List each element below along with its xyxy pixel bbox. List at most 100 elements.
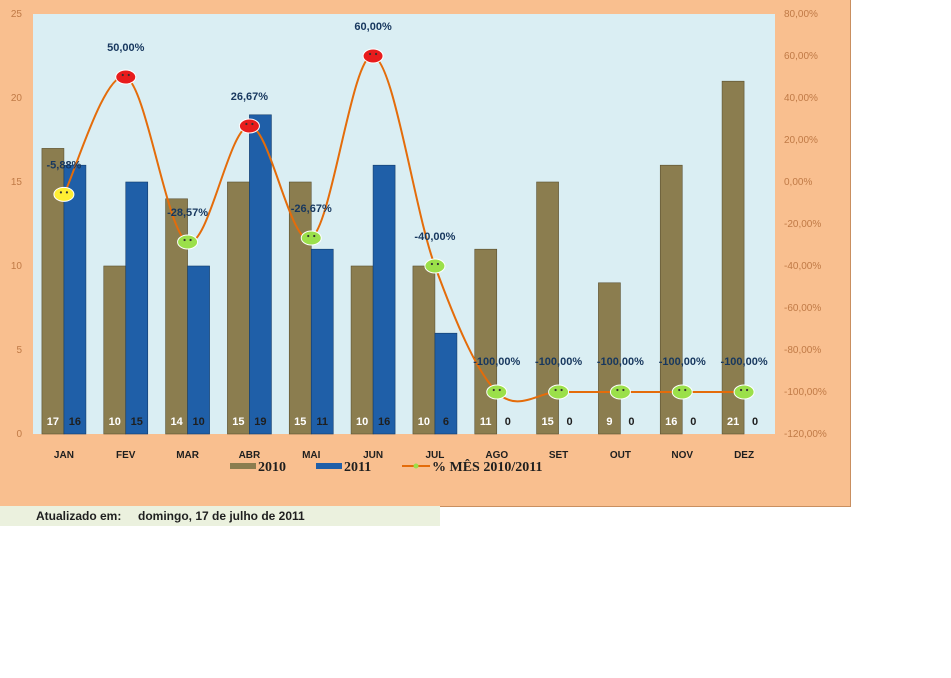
category-label: MAR	[176, 450, 200, 461]
percent-label: -100,00%	[597, 356, 644, 368]
bar-value-2011: 16	[378, 416, 390, 428]
bar-2010	[659, 164, 683, 435]
bar-value-2010: 10	[356, 416, 368, 428]
marker-face	[609, 384, 631, 400]
percent-label: -40,00%	[414, 231, 455, 243]
bar-value-2011: 0	[567, 416, 573, 428]
bar-value-2010: 15	[232, 416, 244, 428]
marker-face	[53, 186, 75, 202]
left-tick-label: 20	[11, 93, 23, 104]
bar-value-2010: 10	[418, 416, 430, 428]
category-label: SET	[549, 450, 568, 461]
legend-label: % MÊS 2010/2011	[432, 458, 542, 475]
bar-value-2011: 0	[752, 416, 758, 428]
percent-label: -26,67%	[291, 203, 332, 215]
right-tick-label: -60,00%	[784, 303, 821, 314]
percent-label: 26,67%	[231, 91, 269, 103]
bar-2011	[434, 332, 458, 435]
marker-face	[300, 230, 322, 246]
bar-value-2011: 10	[192, 416, 204, 428]
marker-eye	[678, 388, 681, 392]
right-tick-label: -40,00%	[784, 261, 821, 272]
bar-value-2010: 10	[109, 416, 121, 428]
marker-face	[486, 384, 508, 400]
marker-face	[362, 48, 384, 64]
bar-value-2011: 0	[690, 416, 696, 428]
bar-value-2011: 6	[443, 416, 449, 428]
left-tick-label: 25	[11, 9, 23, 20]
percent-marker	[300, 230, 322, 246]
bar-value-2011: 0	[628, 416, 634, 428]
bar-value-2010: 17	[47, 416, 59, 428]
category-label: AGO	[485, 450, 508, 461]
percent-label: -100,00%	[659, 356, 706, 368]
marker-eye	[368, 52, 372, 56]
percent-line	[63, 55, 745, 403]
category-label: FEV	[116, 450, 136, 461]
percent-marker	[53, 186, 75, 202]
bar-value-2010: 15	[294, 416, 306, 428]
category-label: DEZ	[734, 450, 754, 461]
percent-marker	[486, 384, 508, 400]
percent-label: -28,57%	[167, 207, 208, 219]
category-labels: JAN FEV MAR ABR MAI JUN JUL AGO SET OUT NOV DEZ	[54, 450, 754, 461]
bar-2010	[165, 198, 188, 435]
bar-value-2011: 11	[316, 416, 328, 428]
left-tick-label: 10	[11, 261, 23, 272]
percent-label: 50,00%	[107, 42, 145, 54]
percent-marker	[548, 384, 570, 400]
updated-date: domingo, 17 de julho de 2011	[138, 509, 305, 523]
right-tick-label: -20,00%	[784, 219, 821, 230]
marker-eye	[739, 388, 743, 392]
right-tick-label: -120,00%	[784, 429, 827, 440]
bar-value-2010: 16	[665, 416, 677, 428]
right-tick-label: 20,00%	[784, 135, 818, 146]
left-tick-label: 15	[11, 177, 23, 188]
chart-svg: 0 5 10 15 20 25 -120,00% -100,00% -80,00% -60,00…	[11, 9, 827, 475]
bar-value-2010: 11	[480, 416, 492, 428]
percent-markers	[53, 48, 755, 400]
percent-label: -100,00%	[535, 356, 582, 368]
percent-line-path	[63, 55, 745, 403]
right-tick-label: -80,00%	[784, 345, 821, 356]
bar-2011	[187, 265, 210, 435]
bars	[41, 80, 745, 435]
bar-2010	[474, 248, 498, 435]
bar-value-2010: 14	[170, 416, 183, 428]
percent-marker	[424, 258, 446, 274]
percent-marker	[177, 234, 199, 250]
right-axis: -120,00% -100,00% -80,00% -60,00% -40,00% -20…	[784, 9, 827, 440]
category-label: JUL	[425, 450, 444, 461]
category-label: MAI	[302, 450, 321, 461]
marker-face	[238, 118, 260, 134]
marker-eye	[127, 73, 130, 77]
percent-label: 60,00%	[354, 21, 392, 33]
marker-eye	[245, 122, 248, 126]
category-label: JAN	[54, 450, 74, 461]
percent-label: -5,88%	[46, 159, 81, 171]
bar-value-2011: 0	[505, 416, 511, 428]
bar-value-2010: 9	[606, 416, 612, 428]
percent-label: -100,00%	[721, 356, 768, 368]
marker-eye	[492, 388, 495, 392]
marker-eye	[183, 238, 186, 242]
marker-eye	[616, 388, 619, 392]
marker-face	[424, 258, 446, 274]
bar-2011	[372, 164, 396, 435]
bar-value-2010: 15	[541, 416, 553, 428]
chart-area: 0 5 10 15 20 25 -120,00% -100,00% -80,00% -60,00…	[0, 0, 851, 507]
marker-face	[177, 234, 199, 250]
marker-eye	[374, 52, 378, 56]
category-label: NOV	[671, 450, 693, 461]
bar-2011	[310, 248, 334, 435]
bar-value-2011: 19	[254, 416, 266, 428]
percent-marker	[671, 384, 693, 400]
percent-marker	[609, 384, 631, 400]
bar-2010	[103, 265, 127, 435]
left-tick-label: 5	[16, 345, 22, 356]
marker-eye	[622, 388, 625, 392]
legend-label: 2010	[258, 460, 286, 475]
bar-value-2010: 21	[727, 416, 739, 428]
bar-2010	[536, 181, 559, 435]
marker-eye	[554, 388, 557, 392]
